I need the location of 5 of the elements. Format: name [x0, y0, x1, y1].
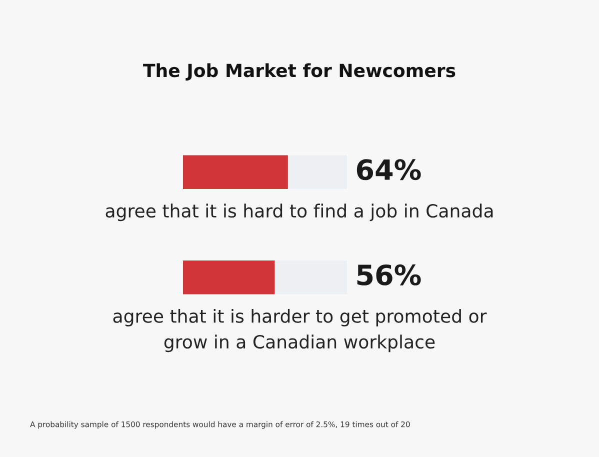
chart-title: The Job Market for Newcomers — [143, 63, 456, 81]
y-tick-label: agree that it is harder to get promoted or grow in a Canadian workplace — [113, 308, 487, 352]
data-label: 64% — [356, 159, 421, 180]
data-label: 56% — [357, 264, 421, 286]
y-tick-label: agree that it is hard to find a job in Canada — [106, 204, 493, 222]
